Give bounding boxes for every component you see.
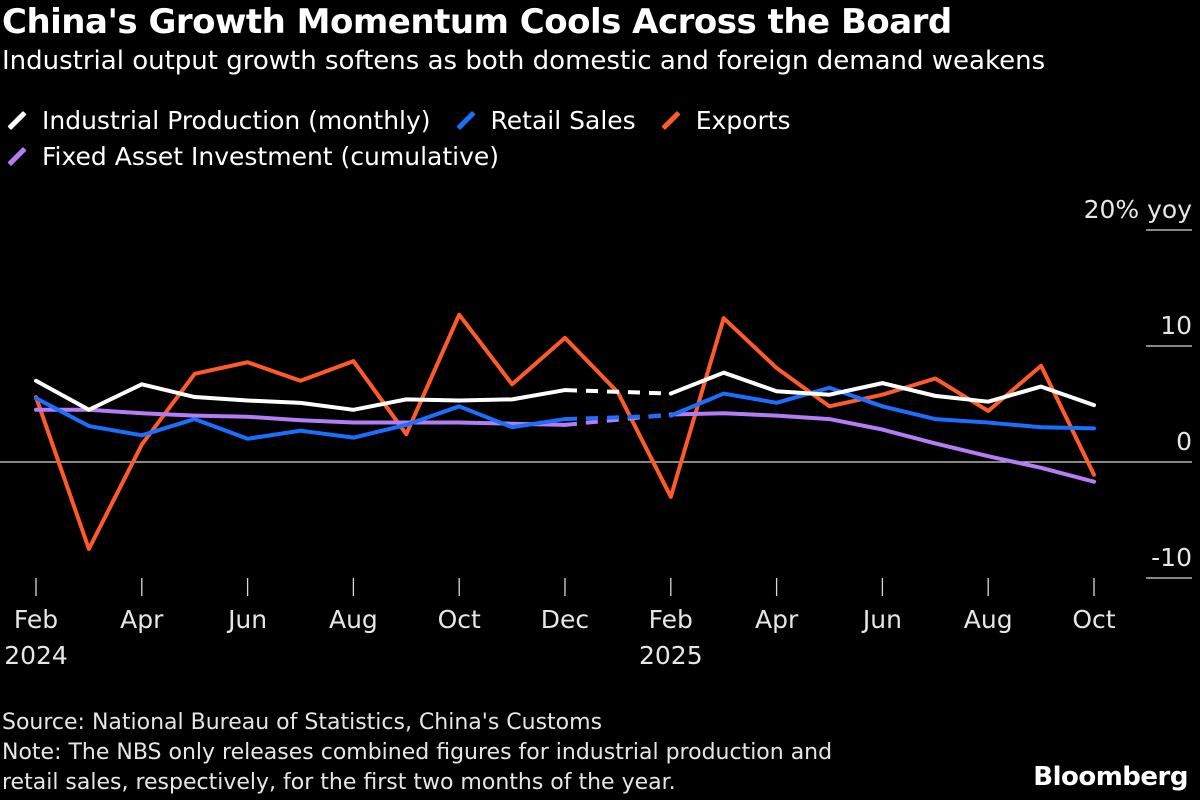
y-tick-label: -10 <box>1151 543 1192 572</box>
series-line-retail-sales <box>34 396 567 441</box>
y-tick-label: 20% yoy <box>1084 195 1193 224</box>
series-gap-retail-sales <box>564 413 671 422</box>
series-line-exports <box>34 312 1096 551</box>
y-tick-label: 10 <box>1160 311 1192 340</box>
x-tick-label: Feb <box>649 605 693 634</box>
series-gap-industrial-production-monthly <box>564 388 671 396</box>
legend-item-retail-sales: Retail Sales <box>453 106 636 135</box>
x-tick-label: Jun <box>226 605 267 634</box>
legend-label: Industrial Production (monthly) <box>42 105 431 135</box>
chart-footer: Source: National Bureau of Statistics, C… <box>2 708 832 798</box>
note-line-1: Note: The NBS only releases combined fig… <box>2 740 833 765</box>
y-tick-label: 0 <box>1176 427 1192 456</box>
legend-item-exports: Exports <box>658 106 791 135</box>
legend-label: Fixed Asset Investment (cumulative) <box>42 141 500 171</box>
series-line-industrial-production-monthly <box>668 370 1096 408</box>
x-tick-label: Apr <box>755 605 799 634</box>
source-note: Source: National Bureau of Statistics, C… <box>2 710 603 735</box>
legend-item-fixed-asset-investment: Fixed Asset Investment (cumulative) <box>4 142 499 171</box>
note-line-2: retail sales, respectively, for the firs… <box>2 770 676 795</box>
x-tick-label: Oct <box>1072 605 1115 634</box>
chart-subtitle: Industrial output growth softens as both… <box>2 46 1046 76</box>
x-tick-label: Aug <box>329 605 378 634</box>
legend-label: Retail Sales <box>490 105 636 135</box>
series-line-industrial-production-monthly <box>34 378 567 412</box>
x-tick-label: Apr <box>120 605 164 634</box>
x-tick-label: Dec <box>541 605 589 634</box>
x-tick-year-label: 2024 <box>4 641 68 670</box>
x-tick-label: Jun <box>861 605 902 634</box>
x-tick-label: Aug <box>964 605 1013 634</box>
bloomberg-logo: Bloomberg <box>1033 762 1188 792</box>
legend-label: Exports <box>695 105 791 135</box>
series-line-retail-sales <box>668 385 1096 431</box>
series-line-fixed-asset-investment-cumulative <box>34 407 567 427</box>
legend-row-1: Industrial Production (monthly) Retail S… <box>4 102 1104 138</box>
x-tick-year-label: 2025 <box>639 641 703 670</box>
x-tick-label: Feb <box>14 605 58 634</box>
chart-title: China's Growth Momentum Cools Across the… <box>2 2 952 42</box>
legend: Industrial Production (monthly) Retail S… <box>4 102 1104 174</box>
legend-item-industrial-production: Industrial Production (monthly) <box>4 106 431 135</box>
x-tick-label: Oct <box>438 605 481 634</box>
line-chart: 20% yoy 10 0 -10 Feb 2024 Apr Jun Aug Oct Dec Feb 20… <box>0 195 1193 670</box>
series-line-fixed-asset-investment-cumulative <box>668 411 1096 484</box>
legend-row-2: Fixed Asset Investment (cumulative) <box>4 138 1104 174</box>
